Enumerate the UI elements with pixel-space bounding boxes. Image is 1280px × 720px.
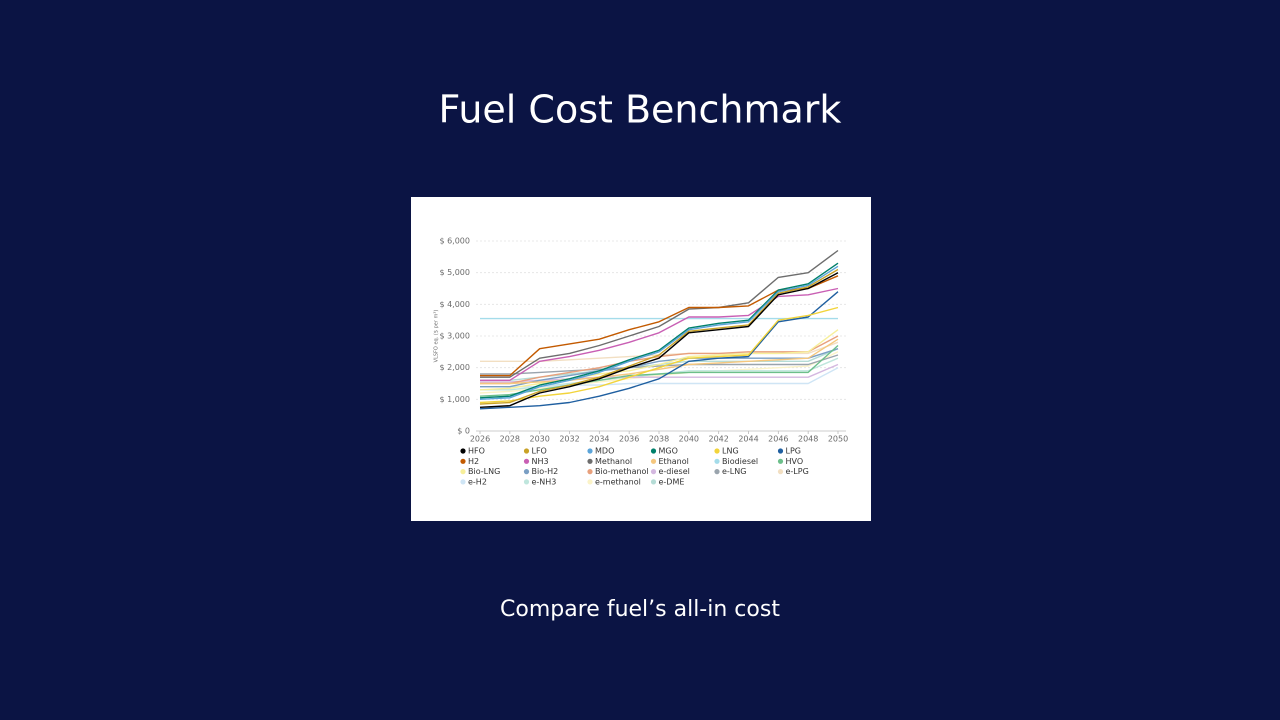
legend-label: e-diesel [659,467,690,476]
legend-marker [650,479,657,485]
legend-label: H2 [468,457,479,466]
series-line [480,354,839,375]
legend-marker [714,469,720,475]
x-tick-label: 2046 [768,435,788,444]
legend-label: e-LPG [786,467,809,476]
legend-label: e-DME [659,477,685,486]
x-tick-label: 2042 [708,435,728,444]
series-line [479,262,839,399]
legend-marker [460,458,466,464]
x-tick-label: 2050 [828,435,848,444]
x-tick-label: 2038 [649,435,669,444]
legend-label: e-NH3 [532,477,557,486]
legend-label: e-methanol [595,477,641,486]
series-line [480,348,839,388]
series-line [479,272,839,408]
series-line [479,306,839,404]
legend-label: LNG [722,447,739,456]
x-tick-label: 2030 [529,435,549,444]
legend-label: e-LNG [722,467,746,476]
legend-label: NH3 [532,457,549,466]
legend-marker [460,479,466,485]
slide-subtitle: Compare fuel’s all-in cost [500,597,780,622]
legend-label: LPG [786,447,801,456]
series-line [479,351,839,394]
slide-title: Fuel Cost Benchmark [439,88,842,132]
legend-marker [587,469,593,475]
legend-label: e-H2 [468,477,487,486]
legend-marker [714,458,720,464]
y-tick-label: $ 5,000 [439,268,470,277]
series-line [480,338,839,385]
legend-marker [523,479,530,485]
legend-marker [650,458,657,464]
legend-label: Bio-methanol [595,467,649,476]
x-tick-label: 2026 [470,435,490,444]
legend-marker [777,448,784,454]
legend-label: Biodiesel [722,457,758,466]
series-line [479,329,839,391]
y-tick-label: $ 1,000 [439,395,470,404]
series-line [479,265,839,400]
legend-marker [650,448,657,454]
legend-label: MGO [659,447,678,456]
series-line [479,344,839,397]
legend-marker [587,479,593,485]
y-tick-label: $ 6,000 [439,237,470,246]
legend-label: Ethanol [659,457,689,466]
legend-marker [523,448,530,454]
x-tick-label: 2028 [500,435,520,444]
legend-label: Methanol [595,457,632,466]
series-line [479,268,839,405]
legend-marker [587,448,593,454]
legend-label: HVO [786,457,804,466]
x-tick-label: 2036 [619,435,639,444]
series-line [480,335,839,385]
y-axis-label: VLSFO eq. ($ per m³) [434,310,440,363]
legend-marker [777,458,784,464]
y-tick-label: $ 3,000 [439,332,470,341]
x-tick-label: 2048 [798,435,818,444]
x-tick-label: 2034 [589,435,609,444]
y-tick-label: $ 2,000 [439,363,470,372]
x-tick-label: 2044 [738,435,758,444]
legend-label: HFO [468,447,485,456]
x-tick-label: 2040 [679,435,699,444]
legend-label: MDO [595,447,614,456]
legend-marker [650,469,657,475]
series-line [479,291,839,410]
legend-marker [714,448,720,454]
legend-marker [460,448,466,454]
legend-label: LFO [532,447,547,456]
y-tick-label: $ 0 [457,427,470,436]
legend-label: Bio-H2 [532,467,559,476]
legend-marker [523,458,530,464]
y-tick-label: $ 4,000 [439,300,470,309]
legend-marker [587,458,593,464]
x-tick-label: 2032 [559,435,579,444]
legend-marker [777,469,784,475]
legend-label: Bio-LNG [468,467,500,476]
series-line [480,249,839,378]
legend-marker [460,469,466,475]
legend-marker [523,469,530,475]
series-line [480,287,839,381]
